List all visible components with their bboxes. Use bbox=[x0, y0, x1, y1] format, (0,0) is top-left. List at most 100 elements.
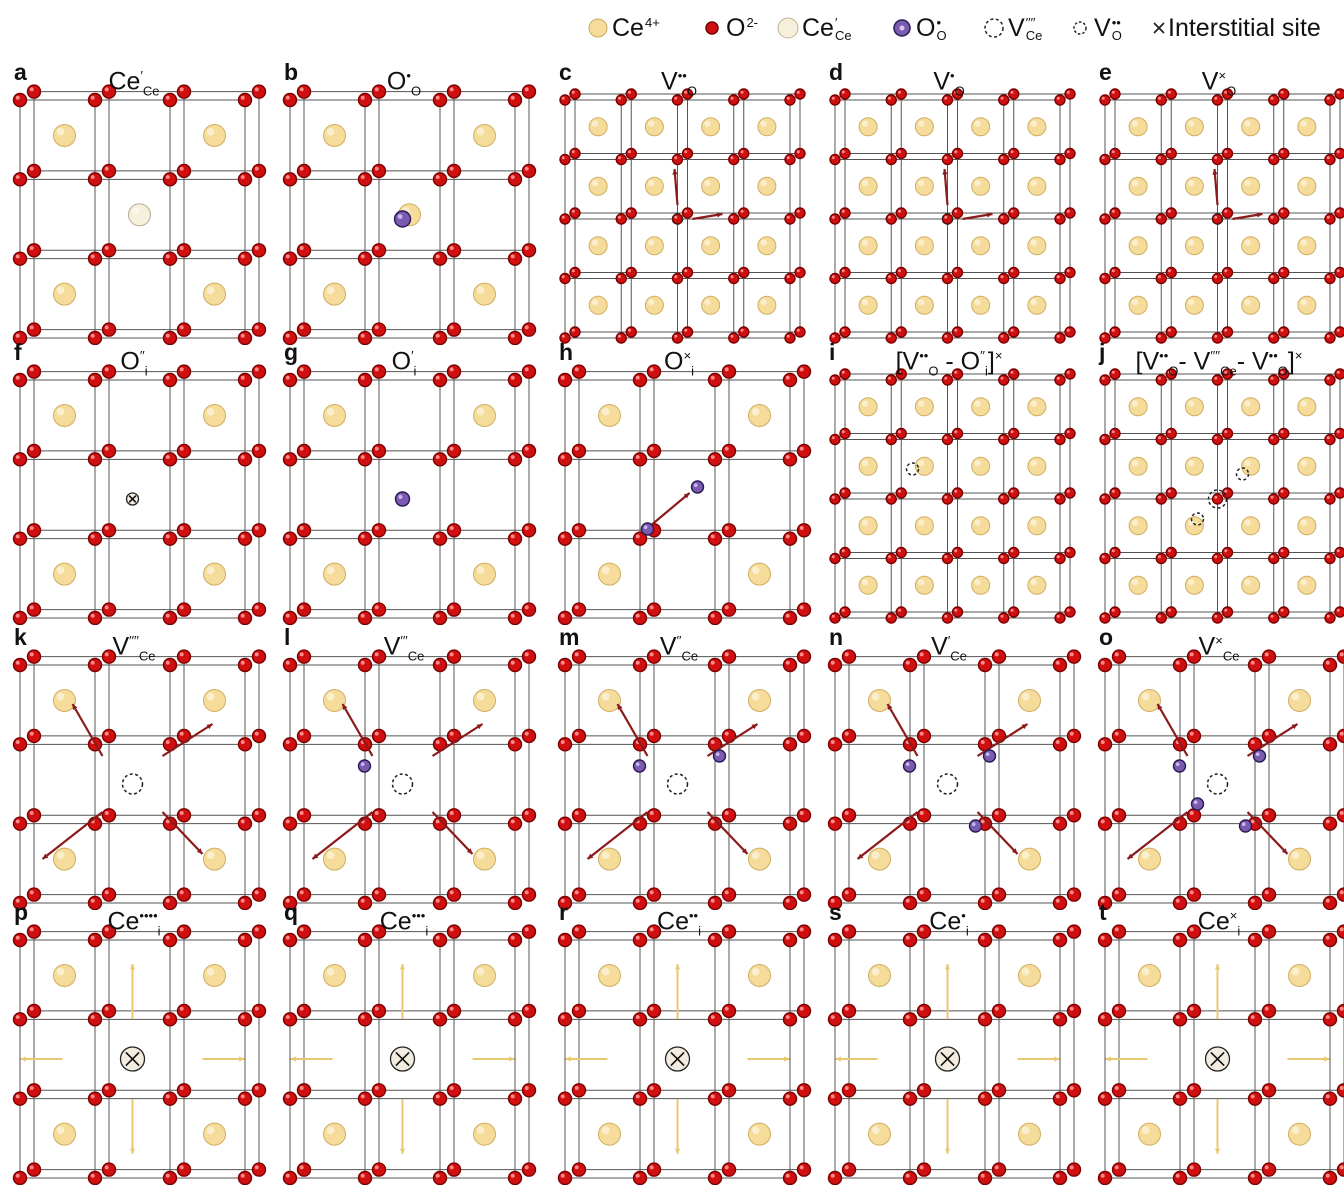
oxygen-atom bbox=[448, 1163, 461, 1176]
oxygen-atom bbox=[103, 164, 116, 177]
displacement-arrow bbox=[73, 704, 103, 756]
oxygen-atom bbox=[1166, 149, 1176, 159]
oxygen-atom bbox=[298, 1004, 311, 1017]
panel-title: O•O bbox=[270, 55, 538, 112]
oxygen-atom bbox=[164, 1172, 177, 1185]
oxygen-atom bbox=[840, 208, 850, 218]
panel-title: [V••O - O′′i]× bbox=[815, 335, 1083, 392]
ce-atom bbox=[204, 848, 226, 870]
oxygen-atom bbox=[999, 435, 1009, 445]
oxygen-atom bbox=[1100, 435, 1110, 445]
oxygen-atom bbox=[843, 1084, 856, 1097]
ce-atom bbox=[1139, 1123, 1161, 1145]
oxygen-hole-atom bbox=[395, 211, 411, 227]
oxygen-atom bbox=[103, 244, 116, 257]
oxygen-atom bbox=[178, 164, 191, 177]
ce-atom bbox=[1019, 964, 1041, 986]
oxygen-atom bbox=[298, 524, 311, 537]
legend-symbol-oo-icon bbox=[890, 16, 914, 40]
ce-atom bbox=[859, 296, 877, 314]
ce-atom bbox=[915, 296, 933, 314]
oxygen-atom bbox=[434, 1092, 447, 1105]
displacement-arrow bbox=[203, 1056, 245, 1061]
ce-atom bbox=[1185, 517, 1203, 535]
oxygen-atom bbox=[373, 524, 386, 537]
oxygen-atom bbox=[573, 1084, 586, 1097]
oxygen-atom bbox=[573, 603, 586, 616]
ce-atom bbox=[1185, 576, 1203, 594]
ce-atom bbox=[474, 283, 496, 305]
oxygen-atom bbox=[1269, 554, 1279, 564]
oxygen-atom bbox=[1055, 554, 1065, 564]
ce-atom bbox=[1028, 398, 1046, 416]
oxygen-atom bbox=[1054, 817, 1067, 830]
oxygen-atom bbox=[709, 1172, 722, 1185]
oxygen-atom bbox=[448, 1004, 461, 1017]
ce-atom bbox=[1242, 296, 1260, 314]
oxygen-atom bbox=[1156, 274, 1166, 284]
displacement-arrow bbox=[566, 1056, 608, 1061]
oxygen-atom bbox=[1065, 268, 1075, 278]
oxygen-atom bbox=[448, 524, 461, 537]
oxygen-atom bbox=[1009, 488, 1019, 498]
oxygen-atom bbox=[1325, 155, 1335, 165]
oxygen-atom bbox=[723, 1004, 736, 1017]
oxygen-atom bbox=[253, 444, 266, 457]
oxygen-atom bbox=[1249, 1092, 1262, 1105]
oxygen-hole-atom bbox=[634, 760, 646, 772]
oxygen-atom bbox=[1263, 809, 1276, 822]
panel-title: Ce×i bbox=[1085, 895, 1344, 952]
oxygen-atom bbox=[298, 444, 311, 457]
ce-atom bbox=[1129, 177, 1147, 195]
oxygen-atom bbox=[1213, 494, 1223, 504]
oxygen-atom bbox=[784, 1092, 797, 1105]
oxygen-atom bbox=[253, 244, 266, 257]
displacement-arrow bbox=[291, 1056, 333, 1061]
oxygen-atom bbox=[829, 1013, 842, 1026]
oxygen-atom bbox=[999, 554, 1009, 564]
ce-atom bbox=[972, 517, 990, 535]
oxygen-atom bbox=[1009, 208, 1019, 218]
oxygen-atom bbox=[239, 817, 252, 830]
oxygen-atom bbox=[1054, 1172, 1067, 1185]
oxygen-atom bbox=[709, 1092, 722, 1105]
oxygen-atom bbox=[953, 607, 963, 617]
ce-atom bbox=[1185, 237, 1203, 255]
oxygen-atom bbox=[1100, 554, 1110, 564]
ce-atom bbox=[869, 689, 891, 711]
oxygen-atom bbox=[896, 208, 906, 218]
oxygen-atom bbox=[1110, 149, 1120, 159]
oxygen-atom bbox=[28, 164, 41, 177]
oxygen-atom bbox=[559, 1172, 572, 1185]
interstitial-site bbox=[666, 1047, 690, 1071]
ce-atom bbox=[749, 563, 771, 585]
oxygen-atom bbox=[953, 429, 963, 439]
oxygen-atom bbox=[1099, 1092, 1112, 1105]
oxygen-atom bbox=[1213, 274, 1223, 284]
ce-atom bbox=[749, 404, 771, 426]
oxygen-atom bbox=[896, 429, 906, 439]
oxygen-atom bbox=[886, 155, 896, 165]
ce-atom bbox=[1298, 237, 1316, 255]
oxygen-atom bbox=[999, 494, 1009, 504]
oxygen-atom bbox=[953, 268, 963, 278]
oxygen-atom bbox=[284, 1092, 297, 1105]
ce-atom bbox=[869, 1123, 891, 1145]
ce-atom bbox=[1129, 237, 1147, 255]
oxygen-atom bbox=[683, 149, 693, 159]
interstitial-site bbox=[121, 1047, 145, 1071]
ce-atom bbox=[915, 398, 933, 416]
oxygen-atom bbox=[784, 817, 797, 830]
oxygen-atom bbox=[373, 809, 386, 822]
oxygen-atom bbox=[253, 729, 266, 742]
ce-atom bbox=[915, 177, 933, 195]
oxygen-atom bbox=[1156, 155, 1166, 165]
ce-atom bbox=[645, 118, 663, 136]
oxygen-atom bbox=[1174, 1013, 1187, 1026]
oxygen-hole-atom bbox=[1240, 820, 1252, 832]
oxygen-atom bbox=[164, 1013, 177, 1026]
